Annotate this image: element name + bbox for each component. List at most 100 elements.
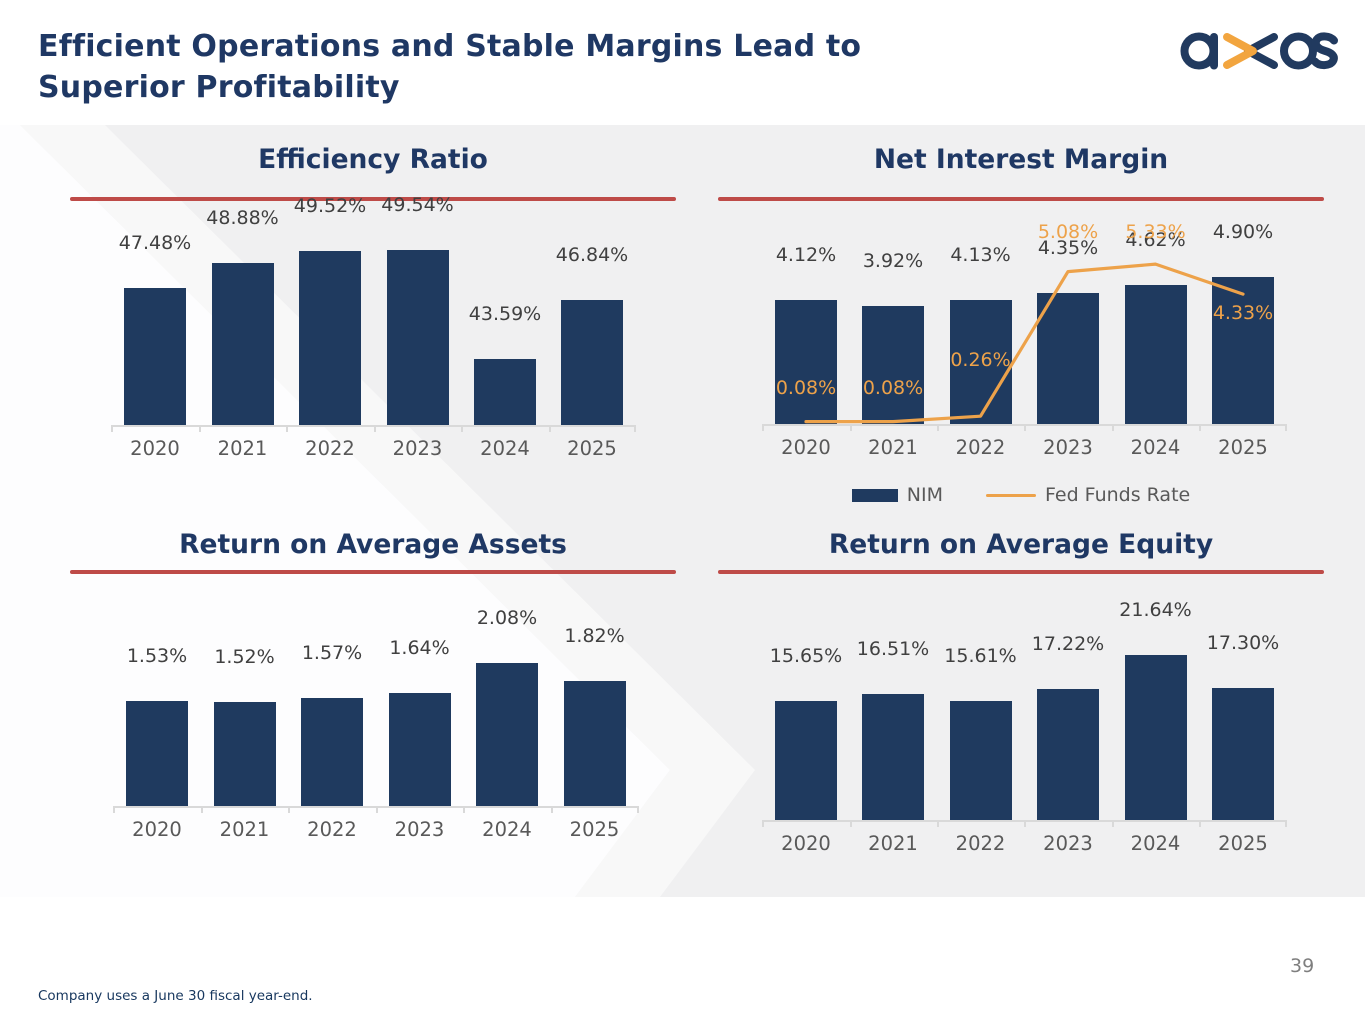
efficiency_ratio-axis-tick (373, 425, 376, 432)
return_on_average_assets-year-label: 2022 (307, 818, 357, 841)
nim-legend: NIM Fed Funds Rate (718, 484, 1324, 506)
net_interest_margin-bar-value-label: 4.12% (775, 244, 837, 266)
title-rule-return-on-average-assets (70, 570, 676, 574)
return_on_average_equity-axis-tick (849, 820, 852, 827)
title-rule-net-interest-margin (718, 197, 1324, 201)
efficiency_ratio-axis-tick (548, 425, 551, 432)
efficiency_ratio-bar-value-label: 48.88% (206, 207, 279, 229)
return_on_average_equity-year-label: 2022 (955, 832, 1006, 855)
return_on_average_assets-bar-value-label: 1.64% (389, 637, 450, 659)
axos-logo (1180, 32, 1338, 70)
efficiency_ratio-axis-tick (461, 425, 464, 432)
return_on_average_equity-bar-value-label: 17.30% (1206, 632, 1280, 654)
chart-title-net-interest-margin: Net Interest Margin (873, 144, 1169, 175)
net_interest_margin-axis-tick (1024, 424, 1027, 431)
net_interest_margin-year-label: 2020 (781, 436, 831, 459)
page-title-line1: Efficient Operations and Stable Margins … (38, 29, 862, 64)
return_on_average_equity-bar-2021 (862, 694, 924, 820)
return_on_average_assets-axis-tick (200, 806, 203, 813)
page-title-line2: Superior Profitability (38, 70, 400, 105)
return_on_average_equity-bar-2025 (1212, 688, 1274, 820)
fed-funds-legend-line (986, 493, 1036, 497)
return_on_average_equity-axis-tick (1024, 820, 1027, 827)
return_on_average_equity-axis-tick (1199, 820, 1202, 827)
efficiency_ratio-bar-2021 (211, 263, 274, 425)
return_on_average_equity-bar-value-label: 21.64% (1119, 599, 1192, 621)
efficiency_ratio-year-label: 2021 (217, 437, 268, 460)
page-title: Efficient Operations and Stable Margins … (38, 26, 1138, 108)
efficiency_ratio-axis-tick (286, 425, 289, 432)
efficiency_ratio-year-label: 2024 (480, 437, 530, 460)
return_on_average_assets-year-label: 2020 (132, 818, 182, 841)
return_on_average_assets-axis-tick (113, 806, 115, 813)
return_on_average_equity-axis-tick (1285, 820, 1287, 827)
return_on_average_assets-axis-tick (636, 806, 639, 813)
net_interest_margin-bar-2021 (862, 306, 924, 424)
efficiency_ratio-bar-2025 (561, 300, 623, 425)
net_interest_margin-axis-tick (1285, 424, 1287, 431)
efficiency_ratio-year-label: 2020 (130, 437, 180, 460)
efficiency_ratio-bar-2022 (299, 251, 361, 425)
return_on_average_assets-axis-tick (550, 806, 553, 813)
return_on_average_assets-bar-value-label: 1.57% (301, 642, 363, 664)
return_on_average_assets-axis-tick (288, 806, 291, 813)
net_interest_margin-axis-tick (762, 424, 764, 431)
chart-title-efficiency-ratio: Efficiency Ratio (258, 144, 488, 175)
net_interest_margin-bar-2025 (1212, 277, 1274, 424)
efficiency_ratio-bar-value-label: 49.52% (293, 195, 367, 217)
return_on_average_assets-bar-2022 (301, 698, 363, 806)
nim-legend-swatch (851, 488, 898, 502)
net_interest_margin-fed-funds-label: 5.33% (1125, 221, 1186, 244)
net_interest_margin-bar-2024 (1124, 285, 1187, 424)
efficiency_ratio-year-label: 2023 (392, 437, 443, 460)
return_on_average_assets-year-label: 2021 (219, 818, 270, 841)
net_interest_margin-bar-2023 (1037, 293, 1099, 424)
return_on_average_equity-year-label: 2021 (868, 832, 918, 855)
net_interest_margin-bar-value-label: 4.35% (1037, 237, 1099, 259)
return_on_average_equity-bar-value-label: 17.22% (1031, 633, 1105, 655)
efficiency_ratio-axis-line (111, 425, 636, 427)
efficiency_ratio-axis-tick (111, 425, 113, 432)
efficiency_ratio-axis-tick (198, 425, 201, 432)
return_on_average_assets-bar-2023 (388, 693, 451, 806)
return_on_average_assets-bar-2021 (213, 702, 276, 806)
net_interest_margin-bar-value-label: 4.62% (1125, 229, 1186, 251)
return_on_average_assets-year-label: 2025 (569, 818, 620, 841)
return_on_average_assets-axis-tick (375, 806, 378, 813)
efficiency_ratio-bar-2023 (386, 250, 449, 425)
chart-title-return-on-average-assets: Return on Average Assets (179, 529, 567, 560)
net_interest_margin-axis-tick (849, 424, 852, 431)
return_on_average_assets-bar-2024 (476, 663, 538, 806)
return_on_average_assets-bar-2020 (126, 701, 188, 806)
page-number: 39 (1290, 955, 1315, 977)
return_on_average_equity-year-label: 2023 (1043, 832, 1093, 855)
return_on_average_equity-year-label: 2024 (1130, 832, 1181, 855)
net_interest_margin-year-label: 2021 (868, 436, 918, 459)
return_on_average_equity-axis-tick (1111, 820, 1114, 827)
net_interest_margin-bar-value-label: 4.90% (1212, 221, 1274, 243)
net_interest_margin-fed-funds-label: 0.26% (950, 349, 1011, 372)
efficiency_ratio-bar-2020 (124, 288, 186, 425)
return_on_average_equity-axis-tick (936, 820, 939, 827)
title-rule-return-on-average-equity (718, 570, 1324, 574)
efficiency_ratio-year-label: 2025 (567, 437, 617, 460)
efficiency_ratio-axis-tick (634, 425, 636, 432)
efficiency_ratio-year-label: 2022 (305, 437, 355, 460)
return_on_average_assets-bar-value-label: 1.53% (126, 645, 188, 667)
return_on_average_assets-bar-value-label: 2.08% (476, 607, 538, 629)
return_on_average_equity-bar-2020 (775, 701, 837, 820)
net_interest_margin-axis-tick (936, 424, 939, 431)
return_on_average_assets-year-label: 2023 (394, 818, 445, 841)
logo-letter-x-orange-chevron (1223, 33, 1257, 69)
return_on_average_equity-year-label: 2025 (1218, 832, 1268, 855)
net_interest_margin-year-label: 2025 (1218, 436, 1268, 459)
return_on_average_equity-bar-2024 (1124, 655, 1187, 820)
return_on_average_assets-bar-value-label: 1.52% (214, 646, 275, 668)
return_on_average_assets-axis-tick (463, 806, 466, 813)
efficiency_ratio-bar-value-label: 47.48% (118, 232, 192, 254)
return_on_average_assets-bar-2025 (563, 681, 626, 806)
efficiency_ratio-bar-value-label: 43.59% (468, 303, 542, 325)
footnote: Company uses a June 30 fiscal year-end. (38, 988, 313, 1004)
logo-letter-a-bowl (1180, 32, 1218, 70)
